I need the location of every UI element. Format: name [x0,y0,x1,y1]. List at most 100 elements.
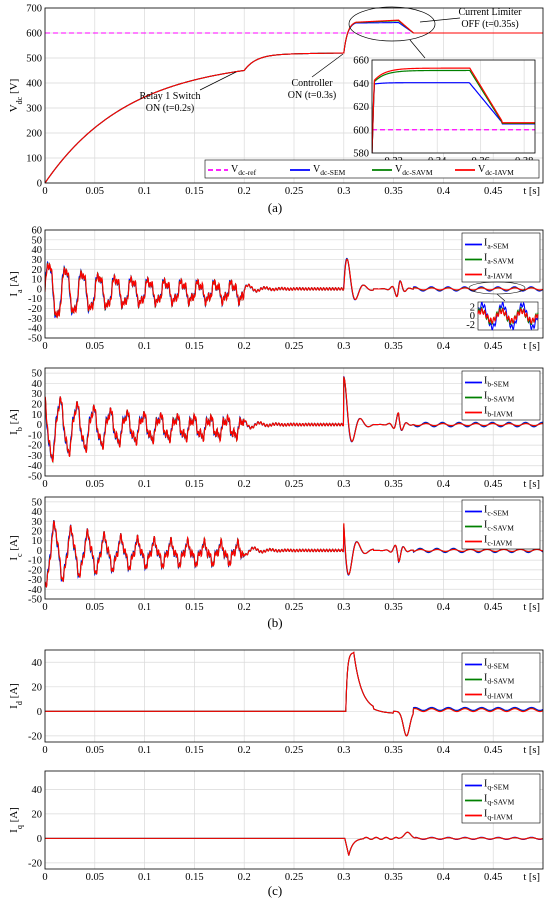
legend-entry: Iq-IAVM [484,809,513,822]
y-tick-label: 50 [32,497,43,508]
y-tick-label: 0 [37,546,42,557]
y-tick-label: 50 [32,235,43,246]
y-tick-label: -50 [28,595,42,606]
x-tick-label: 0.4 [437,602,451,613]
x-tick-label: 0.05 [86,872,104,883]
legend-entry: Id-SAVM [484,673,515,686]
x-tick-label: 0.15 [185,872,203,883]
annotation-arrow [419,17,461,23]
series-line-iavm [45,258,543,319]
x-tick-label: 0.2 [238,602,251,613]
axes-frame [44,770,544,870]
legend: Vdc-ref Vdc-SEM Vdc-SAVM Vdc-IAVM [204,159,540,179]
x-tick-label: 0.05 [86,745,104,756]
series-group [45,375,543,464]
x-tick-label: 0 [42,341,47,352]
inset-series-line [477,308,539,324]
x-tick-label: 0.3 [337,479,350,490]
series-line-iavm [45,831,543,856]
y-tick-label: 300 [26,104,42,115]
y-tick-label: -30 [28,575,42,586]
x-tick-label: 0.15 [185,186,203,197]
y-tick-label: 30 [32,517,43,528]
x-tick-label: 0.45 [484,186,502,197]
x-tick-label: 0 [42,186,47,197]
inset-y-tick-label: 580 [353,149,369,160]
legend-entry: Vdc-IAVM [478,164,514,177]
x-tick-label: 0.45 [484,341,502,352]
legend-entry: Vdc-ref [231,164,257,177]
legend-entry: Ia-IAVM [484,268,513,281]
y-tick-label: 0 [37,834,42,845]
legend-entry: Vdc-SAVM [395,164,433,177]
x-tick-label: 0.2 [238,341,251,352]
y-tick-label: 10 [32,275,43,286]
series-line-iavm [45,520,543,588]
annotation-line: Current Limiter [458,7,522,18]
annotation-line: ON (t=0.2s) [146,103,194,114]
y-tick-label: -40 [28,324,42,335]
y-tick-label: 200 [26,129,42,140]
y-tick-label: 0 [37,179,42,190]
series-group [45,519,543,588]
x-tick-label: 0.25 [285,341,303,352]
x-tick-label: 0.35 [384,602,402,613]
y-tick-label: -50 [28,334,42,345]
chart-id: 0 0.05 0.1 0.15 0.2 0.25 0.3 0.35 0.4 0.45-200204… [8,649,544,756]
y-tick-label: 500 [26,54,42,65]
chart-ib: 0 0.05 0.1 0.15 0.2 0.25 0.3 0.35 0.4 0.45-50-40-… [8,367,544,490]
x-tick-label: 0.35 [384,186,402,197]
x-tick-label: 0.3 [337,602,350,613]
annotation-line: ON (t=0.3s) [288,90,336,101]
x-tick-label: 0.4 [437,186,451,197]
y-axis-label: Ib [A] [8,409,24,435]
x-tick-label: 0.35 [384,341,402,352]
inset-y-tick-label: 660 [353,56,369,67]
axes-frame [44,7,544,184]
y-tick-label: 40 [32,379,43,390]
series-line-iavm [45,651,543,737]
series-group [45,257,543,319]
legend-entry: Iq-SAVM [484,794,515,807]
chart-ia: 0 0.05 0.1 0.15 0.2 0.25 0.3 0.35 0.4 0.45-50-40-… [8,226,544,352]
y-tick-label: 40 [32,507,43,518]
y-axis-label: Iq [A] [8,807,24,833]
x-tick-label: 0.4 [437,872,451,883]
inset-frame [371,59,536,154]
zoom-arrow [496,293,506,302]
y-axis-label: Id [A] [8,683,24,709]
y-tick-label: -20 [28,858,42,869]
x-tick-label: 0.25 [285,479,303,490]
x-tick-label: 0 [42,872,47,883]
x-tick-label: 0.05 [86,479,104,490]
legend-entry: Ib-SAVM [484,391,515,404]
chart-ic: 0 0.05 0.1 0.15 0.2 0.25 0.3 0.35 0.4 0.45-50-40-… [8,496,544,613]
x-tick-label: 0.1 [138,602,151,613]
caption-c: (c) [268,883,282,898]
legend-entry: Vdc-SEM [313,164,346,177]
x-tick-label: 0.05 [86,341,104,352]
x-tick-label: 0.25 [285,872,303,883]
x-tick-label: 0 [42,479,47,490]
annotation-line: Controller [291,78,333,89]
y-tick-label: 10 [32,410,43,421]
zoom-arrow [409,39,426,59]
x-tick-label: 0.25 [285,602,303,613]
y-tick-label: -20 [28,731,42,742]
x-tick-label: 0 [42,745,47,756]
x-axis-unit: t [s] [523,872,540,883]
y-tick-label: -10 [28,556,42,567]
x-tick-label: 0.45 [484,479,502,490]
y-tick-label: 40 [32,245,43,256]
y-tick-label: -10 [28,294,42,305]
inset-y-tick-label: 0 [470,311,475,322]
caption-a: (a) [268,200,282,215]
x-axis-unit: t [s] [523,341,540,352]
y-axis-label: Vdc [V] [8,79,24,113]
x-tick-label: 0.25 [285,186,303,197]
x-tick-label: 0.45 [484,745,502,756]
x-axis-unit: t [s] [523,479,540,490]
x-tick-label: 0.3 [337,745,350,756]
